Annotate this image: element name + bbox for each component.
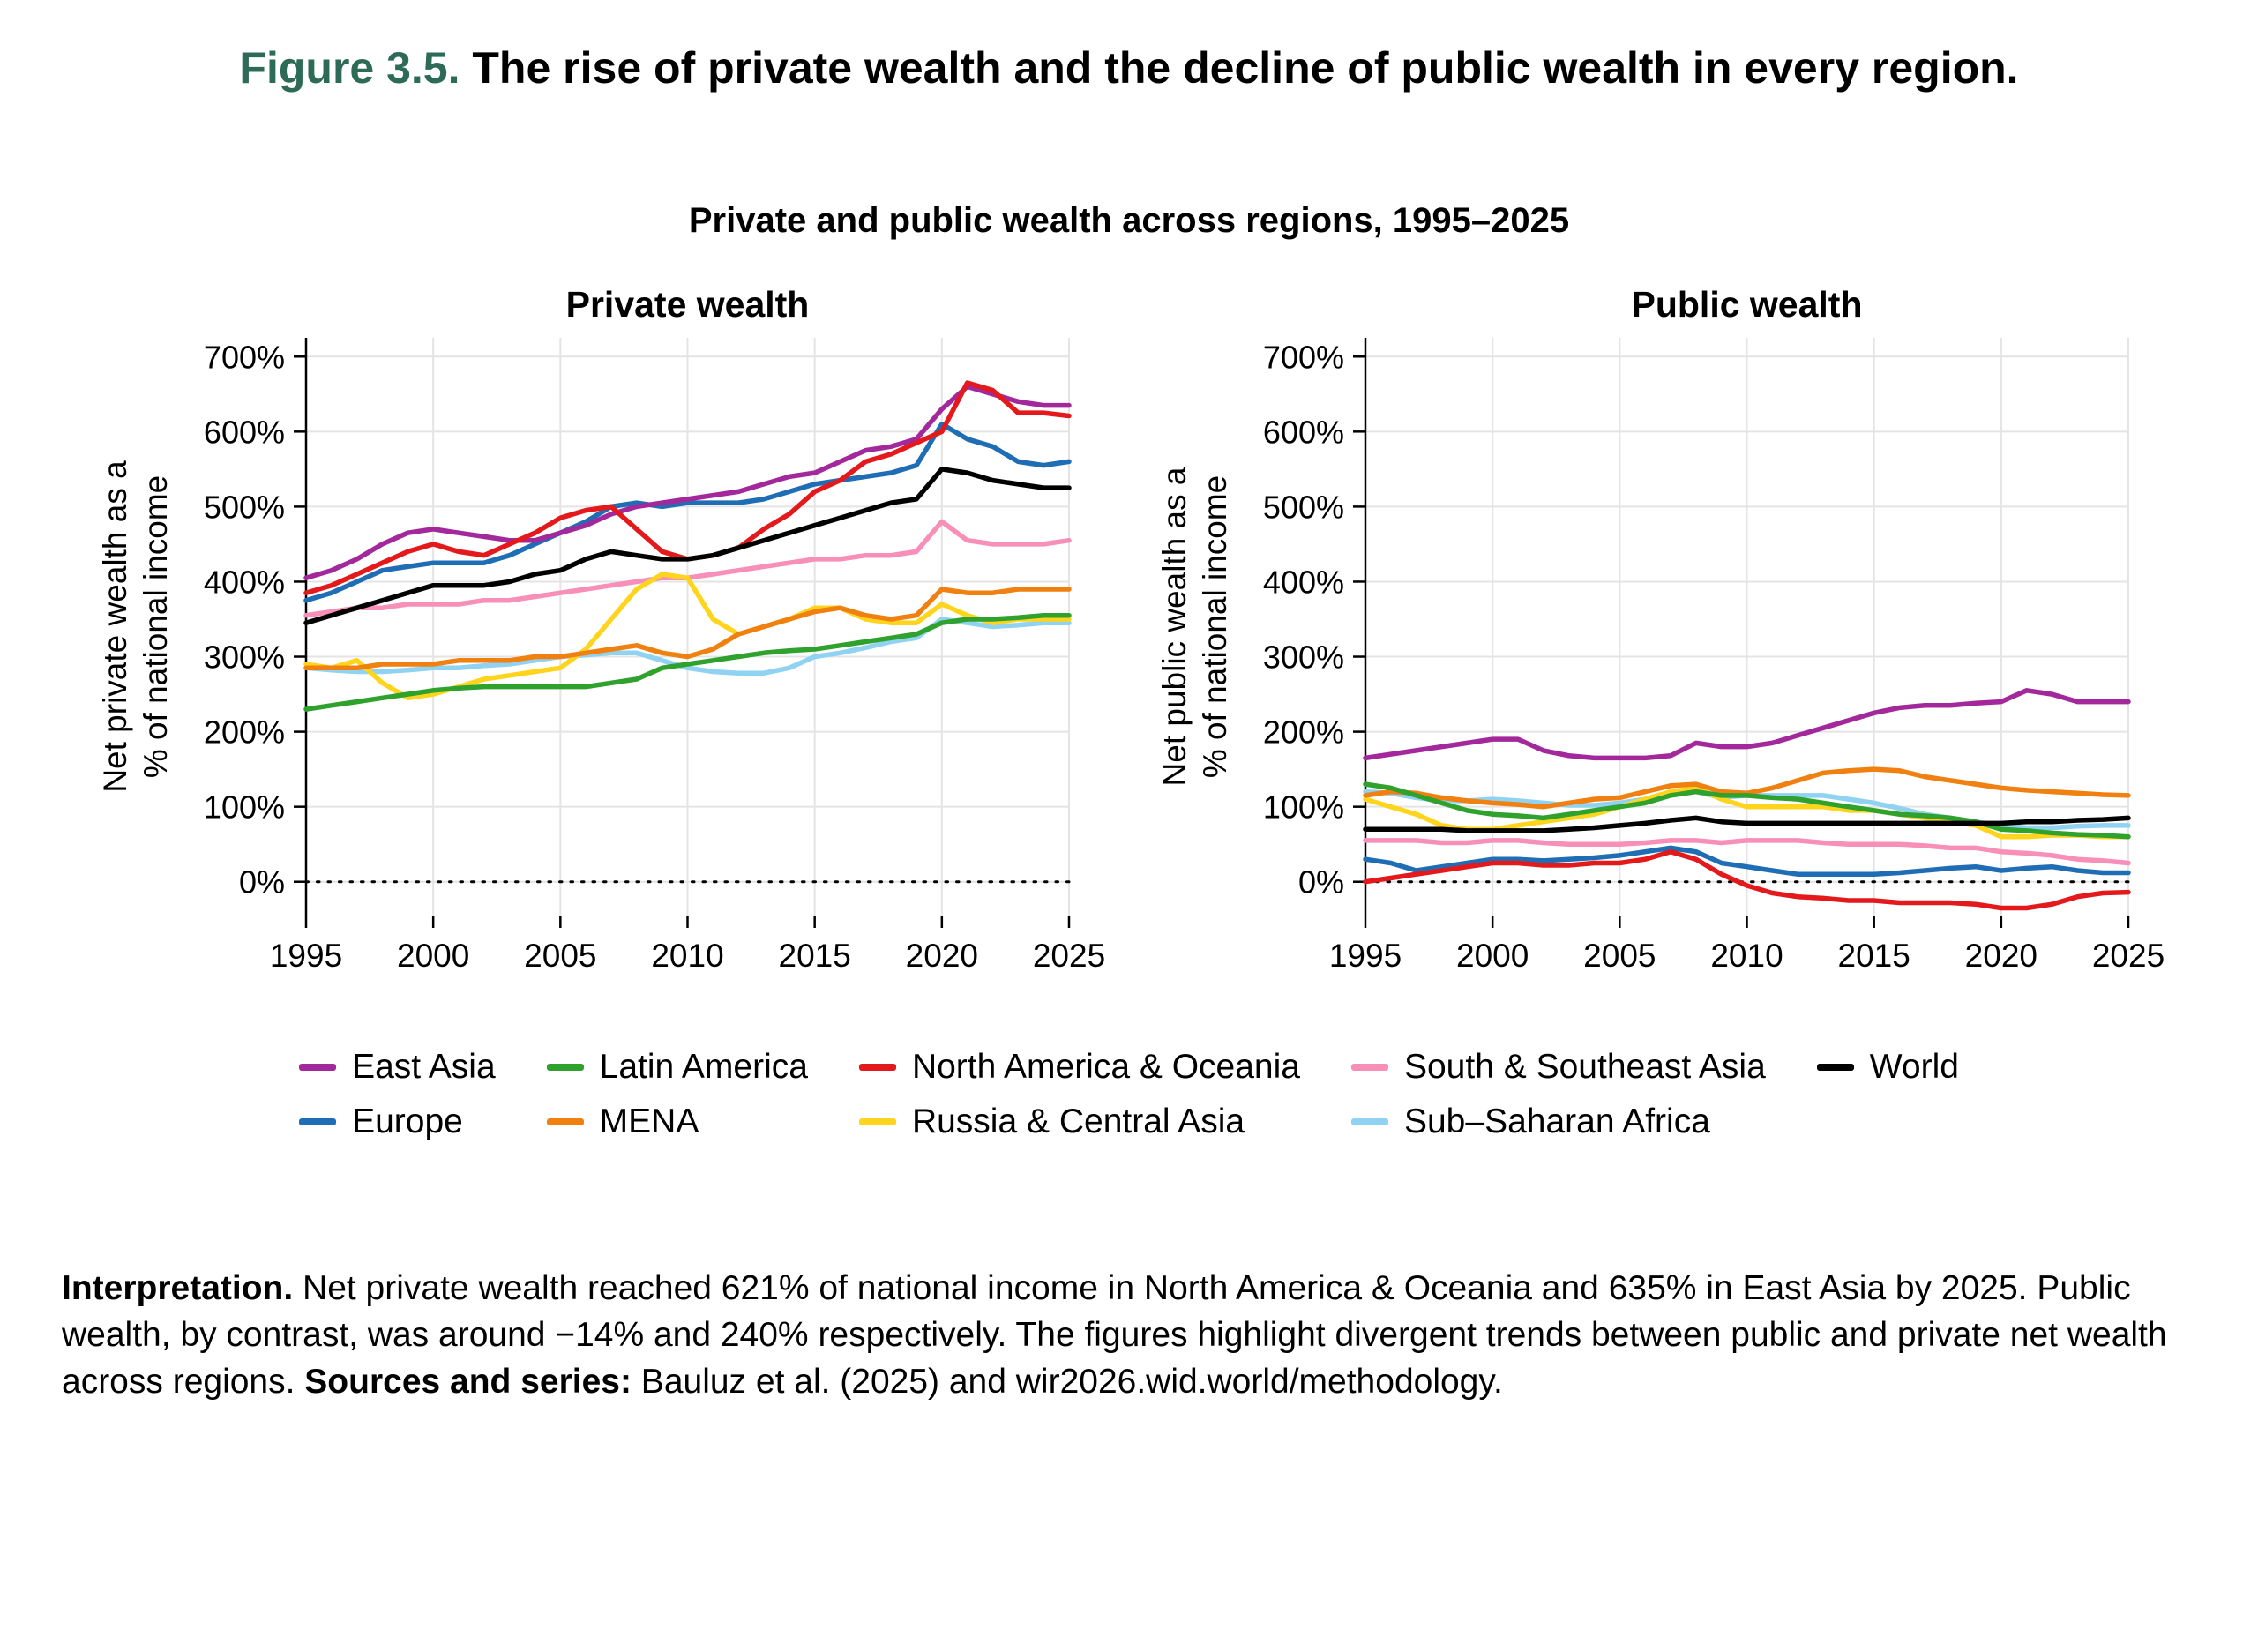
legend-item: East Asia bbox=[299, 1048, 496, 1087]
legend-swatch bbox=[299, 1118, 337, 1125]
legend-label: Europe bbox=[352, 1103, 463, 1140]
series-line-Europe bbox=[303, 422, 1072, 603]
x-tick-label: 2020 bbox=[1965, 938, 2037, 974]
figure-container: Figure 3.5. The rise of private wealth a… bbox=[0, 39, 2258, 1405]
series-line-South & Southeast Asia bbox=[1363, 838, 2131, 866]
y-tick-label: 400% bbox=[1263, 564, 1344, 600]
legend-label: East Asia bbox=[352, 1048, 496, 1086]
legend-swatch bbox=[1350, 1118, 1388, 1125]
chart-subtitle: Private and public wealth across regions… bbox=[688, 201, 1570, 240]
private-wealth-panel: 0% 100% 200% 300% 400% 500% 600% 700% 1995 2000 20… bbox=[86, 276, 1113, 995]
y-tick-label: 600% bbox=[1263, 414, 1344, 450]
legend-item: Russia & Central Asia bbox=[858, 1103, 1300, 1141]
series-line-East Asia bbox=[303, 384, 1072, 580]
legend: East Asia Latin America North America & Oc… bbox=[0, 1048, 2258, 1141]
y-tick-label: 0% bbox=[239, 864, 285, 901]
y-axis-label: Net public wealth as a bbox=[1156, 467, 1193, 786]
series-line-East Asia bbox=[1363, 688, 2131, 761]
sources-label: Sources and series: bbox=[304, 1363, 632, 1402]
x-tick-label: 2005 bbox=[1583, 938, 1656, 974]
legend-swatch bbox=[858, 1118, 896, 1125]
x-tick-label: 2015 bbox=[1838, 938, 1910, 974]
y-tick-label: 700% bbox=[204, 339, 285, 375]
legend-item: Europe bbox=[299, 1103, 496, 1141]
x-tick-label: 1995 bbox=[1329, 938, 1402, 974]
public-wealth-panel: 0% 100% 200% 300% 400% 500% 600% 700% 1995 2000 20… bbox=[1145, 276, 2172, 995]
y-tick-label: 300% bbox=[1263, 639, 1344, 676]
legend-swatch bbox=[299, 1064, 337, 1071]
private-wealth-chart: 0% 100% 200% 300% 400% 500% 600% 700% 1995 2000 20… bbox=[97, 284, 1105, 974]
series-line-North America & Oceania bbox=[1363, 848, 2131, 911]
x-tick-label: 2020 bbox=[906, 938, 978, 974]
x-tick-label: 2025 bbox=[1033, 938, 1105, 974]
legend-swatch bbox=[1816, 1064, 1854, 1071]
y-axis-label: % of national income bbox=[138, 475, 174, 778]
interpretation-body-2: Bauluz et al. (2025) and wir2026.wid.wor… bbox=[631, 1363, 1503, 1402]
x-tick-label: 1995 bbox=[270, 938, 342, 974]
figure-title: Figure 3.5. The rise of private wealth a… bbox=[221, 39, 2037, 97]
legend-swatch bbox=[546, 1118, 584, 1125]
legend-label: North America & Oceania bbox=[911, 1048, 1300, 1086]
legend-item: World bbox=[1816, 1048, 1959, 1087]
y-tick-label: 700% bbox=[1263, 339, 1344, 375]
interpretation-text: Interpretation. Net private wealth reach… bbox=[62, 1265, 2196, 1405]
legend-item: MENA bbox=[546, 1103, 808, 1141]
series-line-Europe bbox=[1363, 845, 2131, 877]
legend-label: MENA bbox=[599, 1103, 699, 1140]
legend-swatch bbox=[546, 1064, 584, 1071]
x-tick-label: 2025 bbox=[2092, 938, 2165, 974]
public-wealth-chart: 0% 100% 200% 300% 400% 500% 600% 700% 1995 2000 20… bbox=[1156, 284, 2165, 974]
x-tick-label: 2005 bbox=[524, 938, 596, 974]
legend-item: Latin America bbox=[546, 1048, 808, 1087]
series-line-World bbox=[303, 467, 1072, 625]
y-tick-label: 500% bbox=[204, 489, 285, 525]
series-line-Latin America bbox=[1363, 781, 2131, 840]
legend-item: South & Southeast Asia bbox=[1350, 1048, 1766, 1087]
y-tick-label: 300% bbox=[204, 639, 285, 676]
x-tick-label: 2015 bbox=[779, 938, 851, 974]
interpretation-label: Interpretation. bbox=[62, 1269, 294, 1307]
series-line-Russia & Central Asia bbox=[303, 572, 1072, 701]
y-tick-label: 600% bbox=[204, 414, 285, 450]
legend-label: South & Southeast Asia bbox=[1403, 1048, 1766, 1086]
series-line-World bbox=[1363, 815, 2131, 833]
series-line-Latin America bbox=[303, 612, 1072, 712]
x-tick-label: 2010 bbox=[651, 938, 723, 974]
legend-label: Latin America bbox=[599, 1048, 808, 1086]
panel-title: Public wealth bbox=[1632, 284, 1863, 325]
y-tick-label: 200% bbox=[1263, 714, 1344, 751]
interpretation-body-1: Net private wealth reached 621% of natio… bbox=[62, 1269, 2167, 1402]
series-line-MENA bbox=[303, 587, 1072, 671]
y-tick-label: 400% bbox=[204, 564, 285, 600]
legend-swatch bbox=[858, 1064, 896, 1071]
y-tick-label: 100% bbox=[1263, 789, 1344, 826]
series-line-Sub–Saharan Africa bbox=[303, 617, 1072, 676]
y-tick-label: 100% bbox=[204, 789, 285, 826]
y-tick-label: 0% bbox=[1298, 864, 1344, 901]
figure-label: Figure 3.5. bbox=[239, 43, 460, 93]
x-tick-label: 2010 bbox=[1710, 938, 1783, 974]
y-axis-label: % of national income bbox=[1197, 475, 1233, 778]
x-tick-label: 2000 bbox=[1456, 938, 1529, 974]
y-tick-label: 200% bbox=[204, 714, 285, 751]
legend-label: Sub–Saharan Africa bbox=[1403, 1103, 1710, 1140]
panel-title: Private wealth bbox=[566, 284, 810, 325]
legend-swatch bbox=[1350, 1064, 1388, 1071]
legend-item: North America & Oceania bbox=[858, 1048, 1300, 1087]
x-tick-label: 2000 bbox=[397, 938, 469, 974]
charts-row: 0% 100% 200% 300% 400% 500% 600% 700% 1995 2000 20… bbox=[0, 276, 2258, 995]
figure-title-text: The rise of private wealth and the decli… bbox=[460, 43, 2019, 93]
y-axis-label: Net private wealth as a bbox=[97, 460, 133, 793]
legend-item: Sub–Saharan Africa bbox=[1350, 1103, 1766, 1141]
legend-label: Russia & Central Asia bbox=[911, 1103, 1245, 1140]
legend-label: World bbox=[1869, 1048, 1959, 1086]
y-tick-label: 500% bbox=[1263, 489, 1344, 525]
